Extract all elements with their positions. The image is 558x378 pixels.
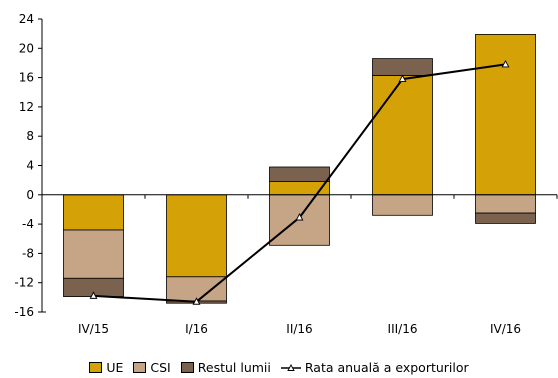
bar-csi-IV-16 — [475, 194, 536, 214]
y-tick-label: -16 — [14, 305, 34, 319]
bar-ue-IV-15 — [63, 194, 124, 231]
line-layer — [89, 59, 510, 305]
series-point-rata-anuala-II-16 — [295, 213, 304, 221]
legend-swatch-csi — [133, 361, 147, 373]
y-tick-label: -8 — [22, 246, 34, 260]
series-point-rata-anuala-I-16 — [192, 297, 201, 305]
legend-item-csi: CSI — [133, 359, 171, 375]
y-tick-label: 0 — [26, 188, 34, 202]
y-tick-label: -4 — [22, 217, 34, 231]
legend-swatch-ue — [89, 361, 103, 373]
legend-label-restul-lumii: Restul lumii — [197, 359, 271, 375]
legend: UE CSI Restul lumii Rata anuală a export… — [0, 358, 558, 376]
y-tick-label: -12 — [14, 276, 34, 290]
series-point-rata-anuala-IV-15 — [89, 291, 98, 299]
legend-item-restul-lumii: Restul lumii — [180, 359, 271, 375]
y-tick-label: 4 — [26, 159, 34, 173]
bar-csi-III-16 — [372, 194, 433, 216]
axes-layer — [38, 18, 558, 313]
legend-label-rata-anuala: Rata anuală a exporturilor — [304, 359, 469, 375]
bar-restul-lumii-III-16 — [372, 58, 433, 76]
x-tick-label: II/16 — [286, 322, 312, 336]
y-tick-label: 24 — [19, 12, 34, 26]
bar-restul-lumii-IV-16 — [475, 212, 536, 224]
legend-label-csi: CSI — [150, 359, 171, 375]
legend-label-ue: UE — [106, 359, 124, 375]
legend-line-marker-icon — [280, 363, 301, 371]
bar-ue-III-16 — [372, 75, 433, 196]
bar-ue-I-16 — [166, 194, 227, 278]
x-tick-label: III/16 — [388, 322, 418, 336]
bar-csi-IV-15 — [63, 229, 124, 279]
y-tick-label: 20 — [19, 41, 34, 55]
y-tick-label: 16 — [19, 71, 34, 85]
y-tick-label: 12 — [19, 100, 34, 114]
y-tick-label: 8 — [26, 129, 34, 143]
bar-restul-lumii-II-16 — [269, 166, 330, 183]
series-point-rata-anuala-IV-16 — [501, 59, 510, 68]
labels-layer: 24 20 16 12 8 4 0 -4 -8 -12 -16 IV/15 I/16 II/16 III/1… — [14, 12, 521, 336]
legend-swatch-restul-lumii — [180, 361, 194, 373]
bars-layer — [63, 34, 536, 304]
x-tick-label: IV/15 — [78, 322, 109, 336]
x-tick-label: I/16 — [185, 322, 208, 336]
legend-item-ue: UE — [89, 360, 123, 375]
x-tick-label: IV/16 — [490, 322, 521, 336]
bar-ue-IV-16 — [475, 34, 536, 196]
series-point-rata-anuala-III-16 — [398, 74, 407, 83]
bar-csi-I-16 — [166, 276, 227, 302]
legend-item-rata-anuala: Rata anuală a exporturilor — [280, 359, 469, 375]
